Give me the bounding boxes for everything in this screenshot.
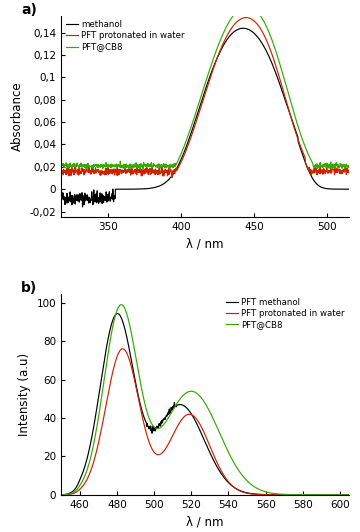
Line: PFT protonated in water: PFT protonated in water (61, 349, 349, 495)
PFT@CB8 (89, 163, 93, 170)
PFT protonated in water (59, 165, 63, 171)
methanol (80, 204, 85, 210)
PFT protonated in water (307, 492, 312, 498)
Line: PFT protonated in water: PFT protonated in water (61, 18, 349, 178)
PFT protonated in water (120, 346, 125, 352)
PFT@CB8 (227, 450, 231, 456)
PFT methanol (347, 492, 351, 498)
methanol (89, 197, 93, 204)
PFT@CB8 (278, 491, 282, 497)
PFT@CB8 (186, 132, 190, 138)
PFT protonated in water (59, 492, 63, 498)
PFT protonated in water (227, 479, 231, 485)
methanol (284, 101, 288, 107)
PFT protonated in water (284, 98, 288, 105)
PFT@CB8 (347, 163, 351, 170)
PFT methanol (243, 489, 247, 495)
PFT protonated in water (176, 165, 180, 171)
Text: b): b) (21, 280, 37, 295)
methanol (257, 36, 262, 43)
PFT protonated in water (257, 24, 262, 30)
methanol (347, 186, 351, 193)
PFT protonated in water (278, 492, 282, 498)
PFT protonated in water (186, 142, 190, 148)
PFT protonated in water (77, 487, 81, 493)
PFT@CB8 (119, 302, 123, 308)
methanol (186, 138, 190, 144)
PFT protonated in water (347, 170, 351, 176)
Line: PFT methanol: PFT methanol (61, 313, 349, 495)
PFT methanol (115, 310, 120, 317)
PFT methanol (227, 480, 231, 486)
PFT@CB8 (243, 476, 247, 482)
Legend: PFT methanol, PFT protonated in water, PFT@CB8: PFT methanol, PFT protonated in water, P… (226, 298, 345, 329)
PFT@CB8 (347, 492, 351, 498)
PFT protonated in water (170, 174, 174, 181)
PFT methanol (59, 492, 63, 498)
PFT methanol (307, 492, 312, 498)
PFT@CB8 (245, 3, 249, 10)
PFT methanol (77, 479, 81, 485)
PFT protonated in water (234, 486, 239, 492)
Y-axis label: Absorbance: Absorbance (11, 82, 24, 152)
PFT@CB8 (59, 492, 63, 498)
PFT@CB8 (77, 484, 81, 490)
PFT protonated in water (347, 492, 351, 498)
PFT@CB8 (257, 11, 262, 18)
methanol (59, 193, 63, 200)
X-axis label: λ / nm: λ / nm (186, 238, 224, 251)
PFT protonated in water (89, 168, 93, 174)
Line: methanol: methanol (61, 28, 349, 207)
PFT@CB8 (176, 157, 180, 164)
methanol (241, 25, 245, 31)
methanol (289, 116, 294, 122)
X-axis label: λ / nm: λ / nm (186, 515, 224, 528)
PFT@CB8 (234, 464, 239, 470)
PFT@CB8 (167, 167, 172, 173)
PFT@CB8 (289, 102, 294, 108)
PFT@CB8 (59, 163, 63, 170)
Text: a): a) (21, 3, 37, 17)
PFT protonated in water (244, 14, 248, 21)
PFT methanol (234, 486, 239, 492)
PFT protonated in water (243, 489, 247, 496)
methanol (176, 163, 180, 169)
PFT@CB8 (284, 84, 288, 90)
PFT protonated in water (289, 116, 294, 122)
Y-axis label: Intensity (a.u): Intensity (a.u) (18, 353, 31, 436)
Line: PFT@CB8: PFT@CB8 (61, 6, 349, 170)
Line: PFT@CB8: PFT@CB8 (61, 305, 349, 495)
PFT methanol (278, 492, 282, 498)
Legend: methanol, PFT protonated in water, PFT@CB8: methanol, PFT protonated in water, PFT@C… (66, 20, 185, 52)
PFT@CB8 (307, 492, 312, 498)
